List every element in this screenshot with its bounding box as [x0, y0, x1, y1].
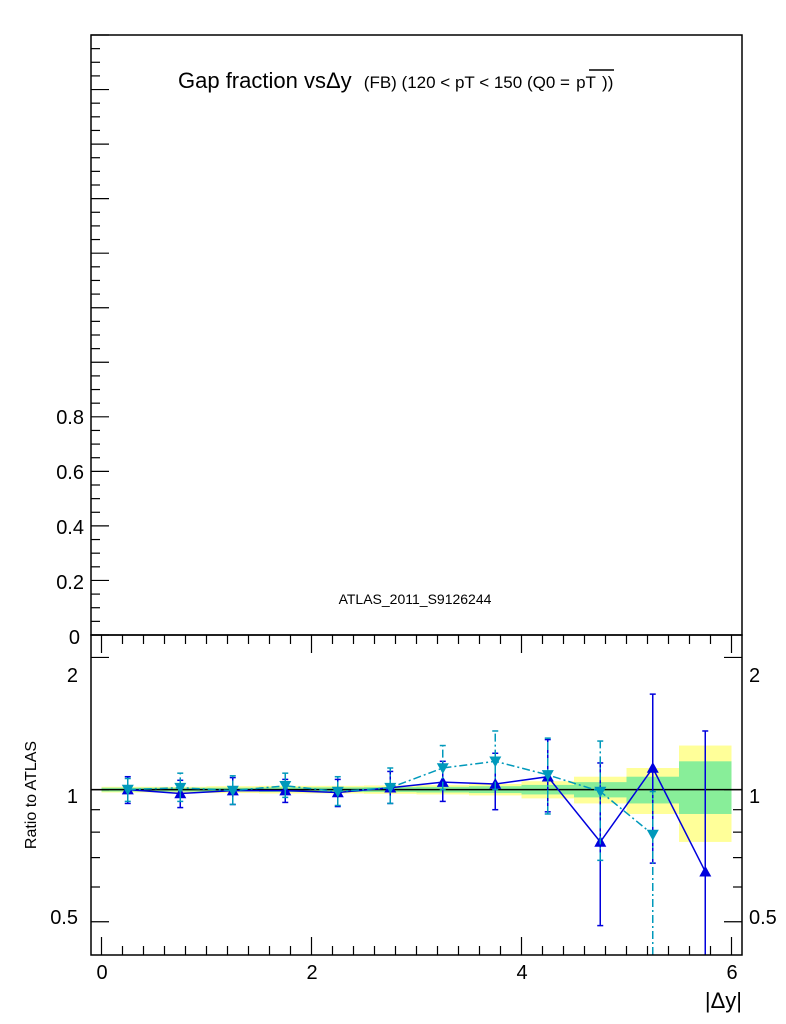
data-point [646, 829, 659, 841]
data-point [594, 786, 607, 798]
data-point [121, 784, 134, 796]
chart-title: Gap fraction vsΔy (FB) (120 < pT < 150 (… [178, 68, 614, 93]
data-point [174, 782, 187, 794]
x-axis-label: |Δy| [705, 988, 742, 1013]
main-panel: 0.8 0.6 0.4 0.2 0 Gap fraction vsΔy (FB)… [56, 34, 743, 649]
svg-text:Gap fraction vsΔy (FB): Gap fraction vsΔy (FB) (120 < pT < 150 (… [178, 68, 613, 93]
y-tick-label-0.6: 0.6 [56, 462, 84, 484]
data-point [699, 865, 712, 877]
y-tick-label-0.4: 0.4 [56, 517, 84, 539]
ratio-y-tick-label-left-0.5: 0.5 [50, 907, 78, 929]
data-point [541, 770, 554, 781]
ratio-y-axis-label: Ratio to ATLAS [23, 741, 40, 849]
data-point [646, 762, 659, 773]
ratio-y-tick-label-left-1: 1 [67, 786, 78, 808]
uncertainty-bands [101, 745, 732, 842]
x-tick-label-2: 2 [306, 962, 317, 984]
data-point [436, 763, 449, 774]
title-main: Gap fraction vsΔy [178, 68, 352, 93]
ratio-y-tick-label-left-2: 2 [67, 665, 78, 687]
ratio-y-tick-labels-left: 2 1 0.5 [50, 665, 78, 929]
title-close: )) [602, 73, 613, 92]
series-layer [121, 693, 712, 955]
x-tick-label-4: 4 [516, 962, 527, 984]
x-tick-label-6: 6 [726, 962, 737, 984]
ratio-y-tick-label-right-0.5: 0.5 [749, 907, 777, 929]
data-point [384, 782, 397, 794]
data-point [436, 776, 449, 787]
y-tick-label-0.8: 0.8 [56, 407, 84, 429]
data-point [279, 781, 292, 792]
x-tick-label-0: 0 [96, 962, 107, 984]
title-sub: (FB) (120 < pT < 150 (Q0 = [364, 73, 570, 92]
data-point [489, 756, 502, 768]
main-y-axis-ticks [91, 34, 109, 636]
data-point [331, 786, 344, 798]
main-y-tick-labels: 0.8 0.6 0.4 0.2 0 [56, 407, 84, 649]
y-tick-label-0.2: 0.2 [56, 572, 84, 594]
y-tick-label-0: 0 [69, 627, 80, 649]
analysis-label: ATLAS_2011_S9126244 [339, 591, 492, 607]
main-panel-frame [90, 34, 743, 636]
ratio-panel: 2 1 0.5 2 1 0.5 0 2 4 6 Ratio to ATLAS |… [23, 634, 777, 1013]
data-point [226, 785, 239, 797]
ratio-axis-ticks [91, 635, 742, 955]
ratio-x-tick-labels: 0 2 4 6 [96, 962, 737, 984]
ratio-y-tick-label-right-2: 2 [749, 665, 760, 687]
ratio-y-tick-label-right-1: 1 [749, 786, 760, 808]
ratio-y-tick-labels-right: 2 1 0.5 [749, 665, 777, 929]
title-overline-pt: pT [576, 73, 596, 92]
series-line-0 [127, 766, 706, 873]
